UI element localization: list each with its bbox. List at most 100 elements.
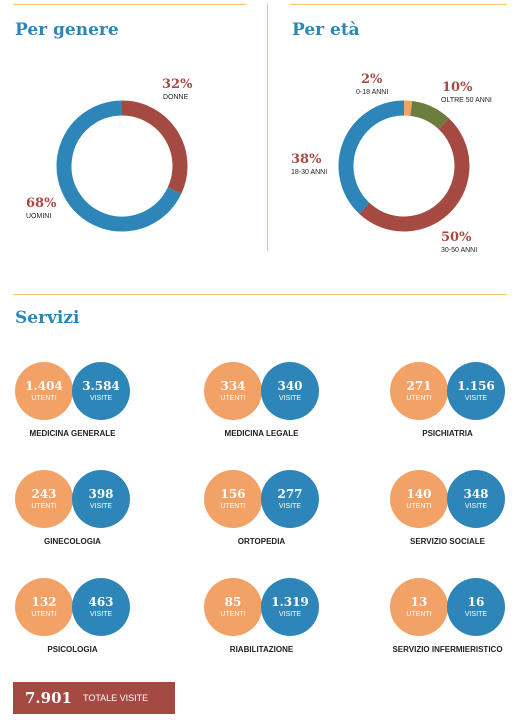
age-donut-chart <box>338 100 470 232</box>
service-utenti-label: UTENTI <box>220 611 246 618</box>
service-visite-label: VISITE <box>278 395 302 402</box>
service-item: 140 UTENTI 348 VISITE SERVIZIO SOCIALE <box>390 470 520 560</box>
service-visite-label: VISITE <box>464 611 488 618</box>
service-utenti-value: 140 <box>406 487 432 501</box>
service-visite-label: VISITE <box>89 611 113 618</box>
service-visite-bubble: 348 VISITE <box>447 470 505 528</box>
gender-title: Per genere <box>15 20 119 40</box>
gender-uomini-percent: 68% <box>26 196 57 211</box>
age-18-30-percent: 38% <box>291 152 322 167</box>
service-visite-bubble: 1.319 VISITE <box>261 578 319 636</box>
service-visite-label: VISITE <box>464 395 488 402</box>
service-name: RIABILITAZIONE <box>229 645 294 654</box>
service-item: 271 UTENTI 1.156 VISITE PSICHIATRIA <box>390 362 520 452</box>
service-item: 13 UTENTI 16 VISITE SERVIZIO INFERMIERISTICO <box>390 578 520 668</box>
service-utenti-label: UTENTI <box>406 395 432 402</box>
service-utenti-value: 85 <box>224 595 242 609</box>
service-utenti-bubble: 85 UTENTI <box>204 578 262 636</box>
service-visite-label: VISITE <box>89 395 113 402</box>
service-name: PSICOLOGIA <box>47 645 98 654</box>
service-utenti-label: UTENTI <box>406 503 432 510</box>
service-item: 1.404 UTENTI 3.584 VISITE MEDICINA GENERALE <box>15 362 165 452</box>
services-title: Servizi <box>15 308 80 328</box>
service-name: MEDICINA GENERALE <box>29 429 116 438</box>
service-visite-bubble: 398 VISITE <box>72 470 130 528</box>
service-item: 156 UTENTI 277 VISITE ORTOPEDIA <box>204 470 354 560</box>
age-slice-1 <box>409 101 449 130</box>
service-name: SERVIZIO SOCIALE <box>410 537 485 546</box>
service-utenti-label: UTENTI <box>31 395 57 402</box>
service-utenti-bubble: 243 UTENTI <box>15 470 73 528</box>
service-visite-bubble: 3.584 VISITE <box>72 362 130 420</box>
age-title: Per età <box>292 20 360 40</box>
gender-donut-chart <box>56 100 188 232</box>
gender-slice-0 <box>121 100 188 194</box>
service-utenti-label: UTENTI <box>220 395 246 402</box>
age-slice-3 <box>338 100 405 214</box>
service-visite-bubble: 463 VISITE <box>72 578 130 636</box>
gender-slice-1 <box>56 100 182 232</box>
total-visits-label: TOTALE VISITE <box>83 693 149 703</box>
service-item: 334 UTENTI 340 VISITE MEDICINA LEGALE <box>204 362 354 452</box>
service-utenti-bubble: 140 UTENTI <box>390 470 448 528</box>
service-visite-value: 277 <box>277 487 303 501</box>
service-utenti-bubble: 132 UTENTI <box>15 578 73 636</box>
service-utenti-bubble: 13 UTENTI <box>390 578 448 636</box>
service-visite-value: 348 <box>463 487 489 501</box>
service-utenti-value: 271 <box>406 379 432 393</box>
age-0-18-label: 0-18 ANNI <box>356 89 389 96</box>
service-visite-label: VISITE <box>278 611 302 618</box>
service-utenti-value: 243 <box>31 487 57 501</box>
service-visite-value: 1.319 <box>271 595 309 609</box>
service-visite-label: VISITE <box>278 503 302 510</box>
age-30-50-percent: 50% <box>441 230 472 245</box>
service-item: 132 UTENTI 463 VISITE PSICOLOGIA <box>15 578 165 668</box>
service-visite-bubble: 1.156 VISITE <box>447 362 505 420</box>
vertical-divider <box>267 4 268 251</box>
gender-donne-percent: 32% <box>162 77 193 92</box>
age-18-30-label: 18-30 ANNI <box>291 169 328 176</box>
gender-uomini-label: UOMINI <box>26 213 52 220</box>
service-utenti-value: 156 <box>220 487 246 501</box>
service-name: SERVIZIO INFERMIERISTICO <box>392 645 503 654</box>
top-rule-right <box>290 4 507 5</box>
service-utenti-value: 13 <box>410 595 428 609</box>
service-visite-value: 463 <box>88 595 114 609</box>
age-30-50-label: 30-50 ANNI <box>441 247 478 254</box>
service-visite-bubble: 277 VISITE <box>261 470 319 528</box>
age-0-18-percent: 2% <box>361 72 383 87</box>
service-visite-bubble: 16 VISITE <box>447 578 505 636</box>
service-visite-label: VISITE <box>464 503 488 510</box>
service-visite-bubble: 340 VISITE <box>261 362 319 420</box>
service-name: MEDICINA LEGALE <box>224 429 299 438</box>
service-visite-value: 340 <box>277 379 303 393</box>
service-name: PSICHIATRIA <box>422 429 473 438</box>
gender-donne-label: DONNE <box>163 94 189 101</box>
total-visits-value: 7.901 <box>25 689 72 707</box>
middle-rule <box>13 294 507 295</box>
service-utenti-label: UTENTI <box>220 503 246 510</box>
service-visite-value: 3.584 <box>82 379 120 393</box>
age-oltre-50-percent: 10% <box>442 80 473 95</box>
service-utenti-bubble: 1.404 UTENTI <box>15 362 73 420</box>
service-utenti-bubble: 271 UTENTI <box>390 362 448 420</box>
service-visite-label: VISITE <box>89 503 113 510</box>
service-utenti-bubble: 156 UTENTI <box>204 470 262 528</box>
service-utenti-label: UTENTI <box>31 503 57 510</box>
service-name: ORTOPEDIA <box>237 537 286 546</box>
service-utenti-bubble: 334 UTENTI <box>204 362 262 420</box>
service-utenti-label: UTENTI <box>406 611 432 618</box>
service-visite-value: 1.156 <box>457 379 495 393</box>
service-utenti-label: UTENTI <box>31 611 57 618</box>
service-name: GINECOLOGIA <box>44 537 101 546</box>
age-slice-2 <box>359 118 470 232</box>
service-utenti-value: 1.404 <box>25 379 63 393</box>
service-visite-value: 398 <box>88 487 114 501</box>
service-item: 85 UTENTI 1.319 VISITE RIABILITAZIONE <box>204 578 354 668</box>
service-utenti-value: 334 <box>220 379 246 393</box>
service-item: 243 UTENTI 398 VISITE GINECOLOGIA <box>15 470 165 560</box>
age-oltre-50-label: OLTRE 50 ANNI <box>441 97 492 104</box>
service-visite-value: 16 <box>467 595 485 609</box>
total-visits-box: 7.901 TOTALE VISITE <box>13 682 175 714</box>
top-rule-left <box>13 4 246 5</box>
